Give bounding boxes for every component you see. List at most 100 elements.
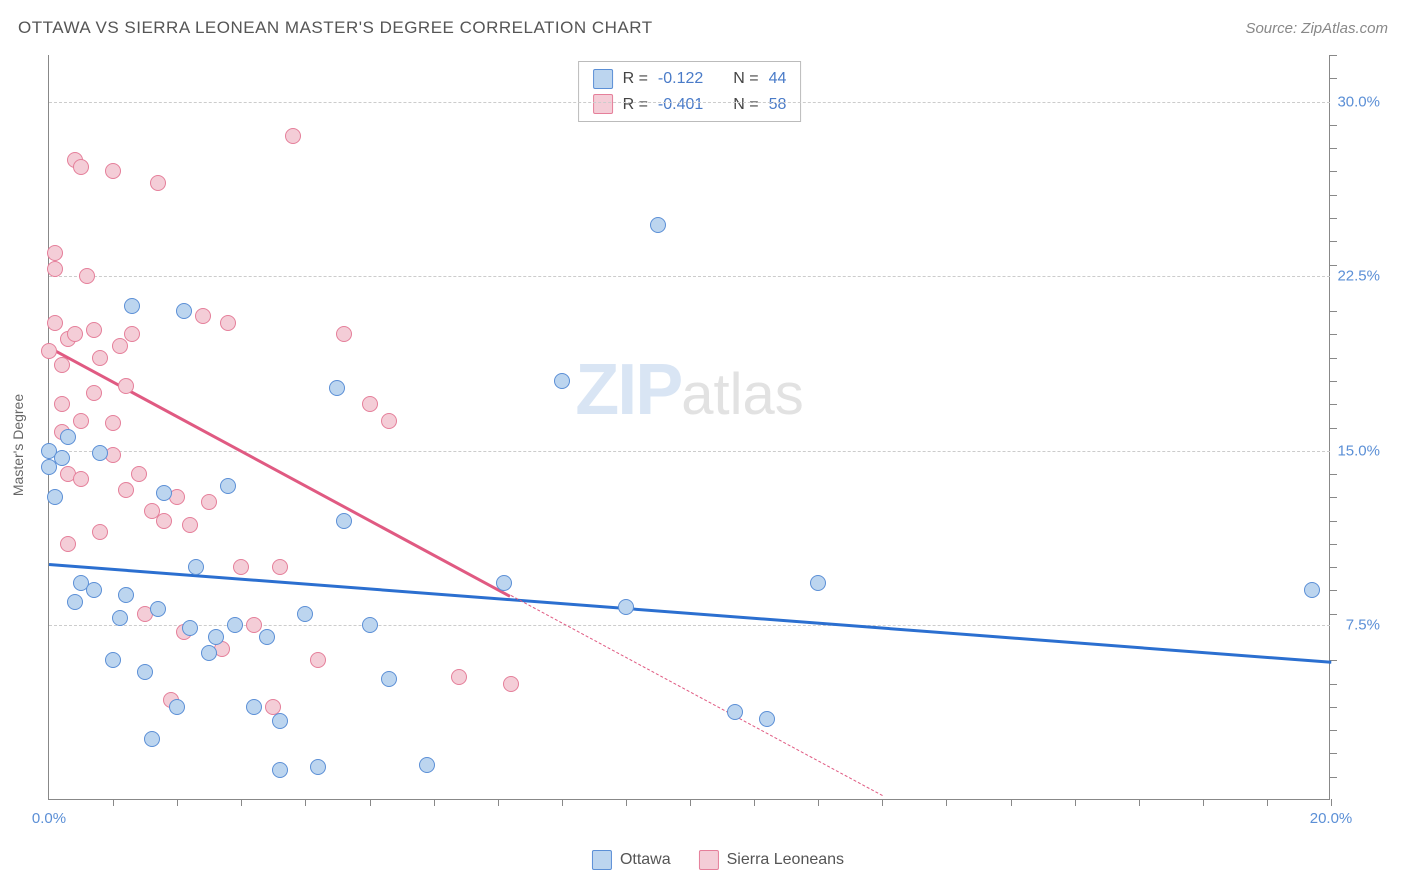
- ytick: [1330, 195, 1337, 196]
- data-point-ottawa: [246, 699, 262, 715]
- data-point-sierra: [86, 322, 102, 338]
- data-point-ottawa: [47, 489, 63, 505]
- data-point-ottawa: [759, 711, 775, 727]
- data-point-sierra: [195, 308, 211, 324]
- watermark-zip: ZIP: [575, 350, 681, 430]
- ytick: [1330, 614, 1337, 615]
- data-point-ottawa: [618, 599, 634, 615]
- data-point-ottawa: [220, 478, 236, 494]
- data-point-sierra: [73, 159, 89, 175]
- ytick-label: 30.0%: [1337, 93, 1380, 110]
- xtick: [818, 799, 819, 806]
- ytick: [1330, 777, 1337, 778]
- y-axis-label: Master's Degree: [10, 394, 26, 496]
- xtick: [946, 799, 947, 806]
- xtick: [177, 799, 178, 806]
- data-point-ottawa: [60, 429, 76, 445]
- data-point-sierra: [124, 326, 140, 342]
- data-point-sierra: [79, 268, 95, 284]
- stats-n-label: N =: [733, 92, 758, 118]
- xtick: [754, 799, 755, 806]
- data-point-ottawa: [362, 617, 378, 633]
- ytick-label: 15.0%: [1337, 442, 1380, 459]
- data-point-sierra: [54, 357, 70, 373]
- ytick: [1330, 78, 1337, 79]
- xtick: [1075, 799, 1076, 806]
- data-point-sierra: [246, 617, 262, 633]
- swatch-ottawa: [592, 850, 612, 870]
- data-point-ottawa: [67, 594, 83, 610]
- legend-item-ottawa: Ottawa: [592, 850, 671, 870]
- xtick: [241, 799, 242, 806]
- ytick: [1330, 684, 1337, 685]
- data-point-sierra: [92, 524, 108, 540]
- data-point-ottawa: [329, 380, 345, 396]
- data-point-sierra: [47, 261, 63, 277]
- data-point-ottawa: [272, 762, 288, 778]
- data-point-sierra: [150, 175, 166, 191]
- ytick: [1330, 544, 1337, 545]
- data-point-sierra: [112, 338, 128, 354]
- data-point-ottawa: [112, 610, 128, 626]
- ytick: [1330, 521, 1337, 522]
- data-point-ottawa: [144, 731, 160, 747]
- data-point-sierra: [54, 396, 70, 412]
- legend-item-sierra: Sierra Leoneans: [699, 850, 844, 870]
- stats-n-ottawa: 44: [769, 66, 787, 92]
- gridline: [49, 276, 1330, 277]
- data-point-ottawa: [92, 445, 108, 461]
- xtick: [370, 799, 371, 806]
- ytick: [1330, 334, 1337, 335]
- legend-label-sierra: Sierra Leoneans: [727, 851, 844, 869]
- ytick: [1330, 590, 1337, 591]
- data-point-ottawa: [1304, 582, 1320, 598]
- data-point-ottawa: [124, 298, 140, 314]
- ytick: [1330, 358, 1337, 359]
- data-point-sierra: [73, 413, 89, 429]
- data-point-ottawa: [310, 759, 326, 775]
- stats-row-ottawa: R = -0.122 N = 44: [593, 66, 787, 92]
- ytick: [1330, 218, 1337, 219]
- xtick: [1203, 799, 1204, 806]
- watermark: ZIPatlas: [575, 349, 804, 431]
- stats-n-label: N =: [733, 66, 758, 92]
- data-point-ottawa: [54, 450, 70, 466]
- data-point-sierra: [86, 385, 102, 401]
- chart-title: OTTAWA VS SIERRA LEONEAN MASTER'S DEGREE…: [18, 18, 653, 38]
- data-point-sierra: [73, 471, 89, 487]
- plot-area: ZIPatlas R = -0.122 N = 44 R = -0.401 N …: [48, 55, 1330, 800]
- xtick: [1267, 799, 1268, 806]
- xtick: [305, 799, 306, 806]
- xtick: [690, 799, 691, 806]
- data-point-sierra: [503, 676, 519, 692]
- stats-n-sierra: 58: [769, 92, 787, 118]
- data-point-ottawa: [650, 217, 666, 233]
- data-point-sierra: [131, 466, 147, 482]
- xtick-label: 0.0%: [32, 810, 66, 827]
- ytick: [1330, 567, 1337, 568]
- data-point-ottawa: [105, 652, 121, 668]
- data-point-sierra: [118, 378, 134, 394]
- ytick: [1330, 753, 1337, 754]
- xtick: [1331, 799, 1332, 806]
- ytick: [1330, 404, 1337, 405]
- data-point-sierra: [41, 343, 57, 359]
- data-point-sierra: [336, 326, 352, 342]
- stats-r-label: R =: [623, 92, 648, 118]
- swatch-sierra: [593, 94, 613, 114]
- data-point-ottawa: [259, 629, 275, 645]
- data-point-ottawa: [169, 699, 185, 715]
- ytick: [1330, 497, 1337, 498]
- data-point-ottawa: [201, 645, 217, 661]
- data-point-sierra: [67, 326, 83, 342]
- stats-r-ottawa: -0.122: [658, 66, 703, 92]
- watermark-atlas: atlas: [681, 362, 804, 427]
- data-point-ottawa: [208, 629, 224, 645]
- data-point-sierra: [272, 559, 288, 575]
- xtick: [434, 799, 435, 806]
- data-point-ottawa: [810, 575, 826, 591]
- xtick: [562, 799, 563, 806]
- data-point-sierra: [362, 396, 378, 412]
- data-point-sierra: [60, 536, 76, 552]
- data-point-sierra: [92, 350, 108, 366]
